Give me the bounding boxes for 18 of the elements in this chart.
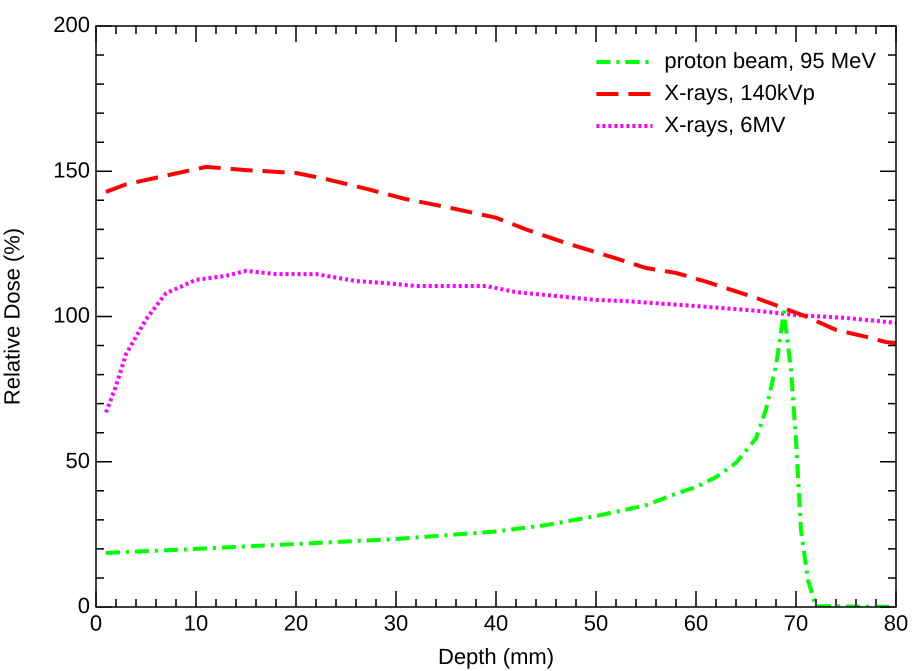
y-tick-label: 150: [53, 157, 90, 182]
x-tick-label: 80: [884, 610, 908, 636]
y-axis-title: Relative Dose (%): [0, 228, 24, 406]
x-tick-label: 20: [284, 610, 308, 636]
y-tick-label: 50: [66, 448, 90, 473]
x-tick-label: 60: [684, 610, 708, 636]
x-tick-label: 50: [584, 610, 608, 636]
legend-label: X-rays, 6MV: [664, 112, 786, 138]
legend-label: X-rays, 140kVp: [664, 80, 815, 106]
x-tick-label: 30: [384, 610, 408, 636]
y-tick-label: 200: [53, 12, 90, 38]
x-tick-label: 40: [484, 610, 508, 636]
x-axis-title: Depth (mm): [438, 644, 554, 669]
x-tick-label: 10: [184, 610, 208, 636]
x-tick-label: 70: [784, 610, 808, 636]
legend-label: proton beam, 95 MeV: [664, 48, 876, 74]
y-tick-label: 0: [78, 593, 90, 618]
y-tick-label: 100: [53, 302, 90, 328]
